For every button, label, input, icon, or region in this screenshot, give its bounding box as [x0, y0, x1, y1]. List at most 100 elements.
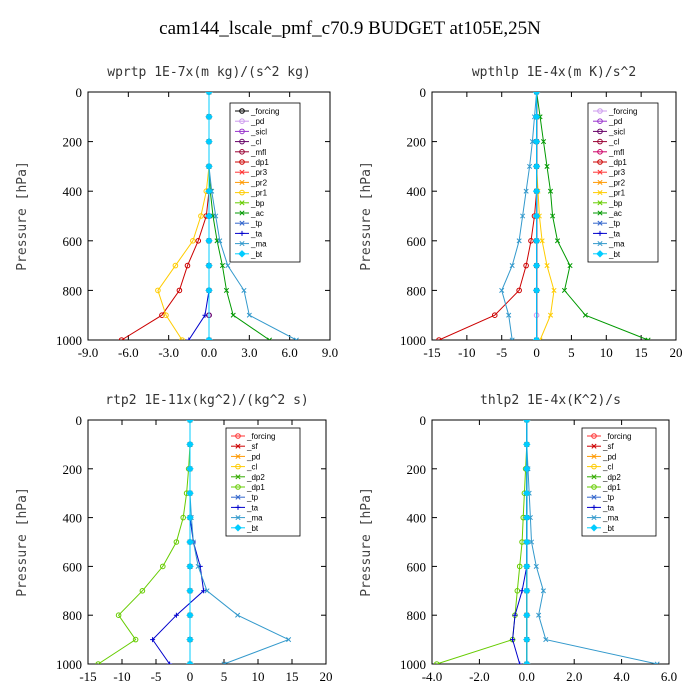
series-ac-point	[540, 139, 547, 145]
legend-marker	[597, 179, 603, 185]
legend-label: _dp1	[608, 158, 627, 167]
page-title: cam144_lscale_pmf_c70.9 BUDGET at105E,25…	[159, 18, 541, 39]
legend-label: _pr1	[250, 189, 268, 198]
series-bt-point	[186, 465, 194, 473]
series-bt-point	[186, 489, 194, 497]
series-ta-point	[186, 337, 192, 340]
x-tick-label: 5	[568, 345, 575, 360]
legend-marker	[597, 210, 603, 216]
legend-marker	[597, 138, 603, 145]
y-tick-label: 600	[63, 559, 83, 574]
series-bt-point	[532, 187, 541, 195]
legend-label: _tp	[246, 493, 259, 502]
panel-title: wpthlp 1E-4x(m K)/s^2	[472, 65, 636, 80]
series-ma-point	[529, 139, 535, 145]
chart-panel-3: rtp2 1E-11x(kg^2)/(kg^2 s) Pressure [hPa]…	[15, 393, 333, 684]
series-group	[95, 420, 292, 664]
series-ma-point	[533, 563, 539, 569]
x-tick-label: -5	[151, 669, 162, 684]
series-dp1-point	[491, 312, 498, 319]
legend-label: _pr3	[608, 168, 626, 177]
series-bt-point	[205, 162, 213, 171]
series-pr1-point	[155, 287, 161, 294]
plot-frame	[431, 91, 677, 341]
series-ma-point	[225, 263, 231, 269]
legend-label: _pr3	[250, 168, 268, 177]
y-tick-label: 1000	[400, 657, 426, 672]
legend-marker	[239, 169, 245, 175]
legend-marker	[591, 494, 597, 500]
series-ta-point	[202, 312, 208, 318]
x-tick-label: 0	[533, 345, 540, 360]
series-bt-point	[532, 162, 541, 171]
legend-marker	[239, 149, 245, 155]
series-ta-point	[173, 612, 179, 618]
legend-label: _bp	[250, 199, 265, 208]
legend-label: _forcing	[608, 107, 637, 116]
legend-label: _pr1	[608, 189, 626, 198]
x-tick-label: -15	[79, 669, 96, 684]
series-group	[118, 92, 299, 340]
series-dp1-point	[159, 312, 165, 319]
legend-marker	[591, 453, 597, 459]
legend-marker	[597, 149, 603, 155]
x-tick-label: 20	[670, 345, 683, 360]
y-axis-label: Pressure [hPa]	[359, 487, 374, 597]
series-ta-point	[517, 661, 523, 664]
series-ac-point	[550, 213, 556, 219]
series-bt-point	[523, 660, 531, 664]
legend-marker	[597, 169, 603, 175]
legend-label: _bt	[250, 250, 263, 259]
legend-label: _dp1	[246, 483, 265, 492]
legend-label: _ma	[246, 514, 263, 523]
legend-marker	[239, 128, 245, 135]
legend-marker	[597, 220, 603, 226]
series-pr1-point	[163, 312, 169, 319]
legend-label: _ta	[608, 229, 621, 238]
legend-label: _mfl	[608, 148, 624, 157]
series-ta-point	[512, 612, 518, 618]
series-ma-point	[246, 312, 252, 318]
series-bt-point	[205, 137, 213, 146]
legend: _forcing_pd_sicl_cl_mfl_dp1_pr3_pr2_pr1_…	[229, 102, 301, 263]
series-ma-point	[516, 238, 522, 244]
series-ma-point	[241, 287, 247, 293]
y-tick-label: 0	[76, 85, 83, 100]
legend-label: _sf	[602, 442, 614, 451]
legend-marker	[235, 515, 241, 521]
legend-label: _sicl	[608, 127, 625, 136]
series-ma-point	[543, 637, 549, 643]
chart-panel-4: thlp2 1E-4x(K^2)/s Pressure [hPa] -4.0 -2.0…	[359, 393, 677, 684]
series-dp1-line	[121, 92, 210, 340]
legend-marker	[235, 443, 241, 449]
series-pr1-point	[544, 263, 550, 269]
legend-marker	[239, 220, 245, 226]
legend-marker	[239, 138, 245, 145]
x-tick-label: -9.0	[78, 345, 99, 360]
legend-label: _bt	[608, 250, 621, 259]
series-bt-point	[205, 212, 213, 220]
series-dp1-point	[184, 262, 191, 269]
series-ma-point	[523, 188, 529, 194]
series-dp1-point	[115, 612, 122, 619]
series-dp1-point	[139, 588, 146, 594]
legend-marker	[597, 190, 603, 196]
series-bt-point	[186, 611, 194, 619]
series-ma-point	[509, 263, 515, 269]
series-bt-point	[205, 187, 213, 195]
series-ma-point	[540, 588, 546, 594]
y-tick-label: 800	[63, 608, 83, 623]
x-tick-label: 10	[600, 345, 613, 360]
series-dp1-point	[516, 563, 523, 570]
series-pr1-point	[179, 337, 185, 340]
legend-marker	[591, 463, 597, 470]
legend-marker	[597, 128, 603, 135]
legend-label: _ta	[250, 229, 263, 238]
series-ma-point	[536, 612, 542, 618]
series-ma-point	[520, 213, 526, 219]
legend-marker	[235, 463, 241, 470]
y-tick-label: 800	[63, 283, 83, 298]
legend-marker	[239, 108, 245, 114]
y-tick-label: 0	[76, 413, 83, 428]
